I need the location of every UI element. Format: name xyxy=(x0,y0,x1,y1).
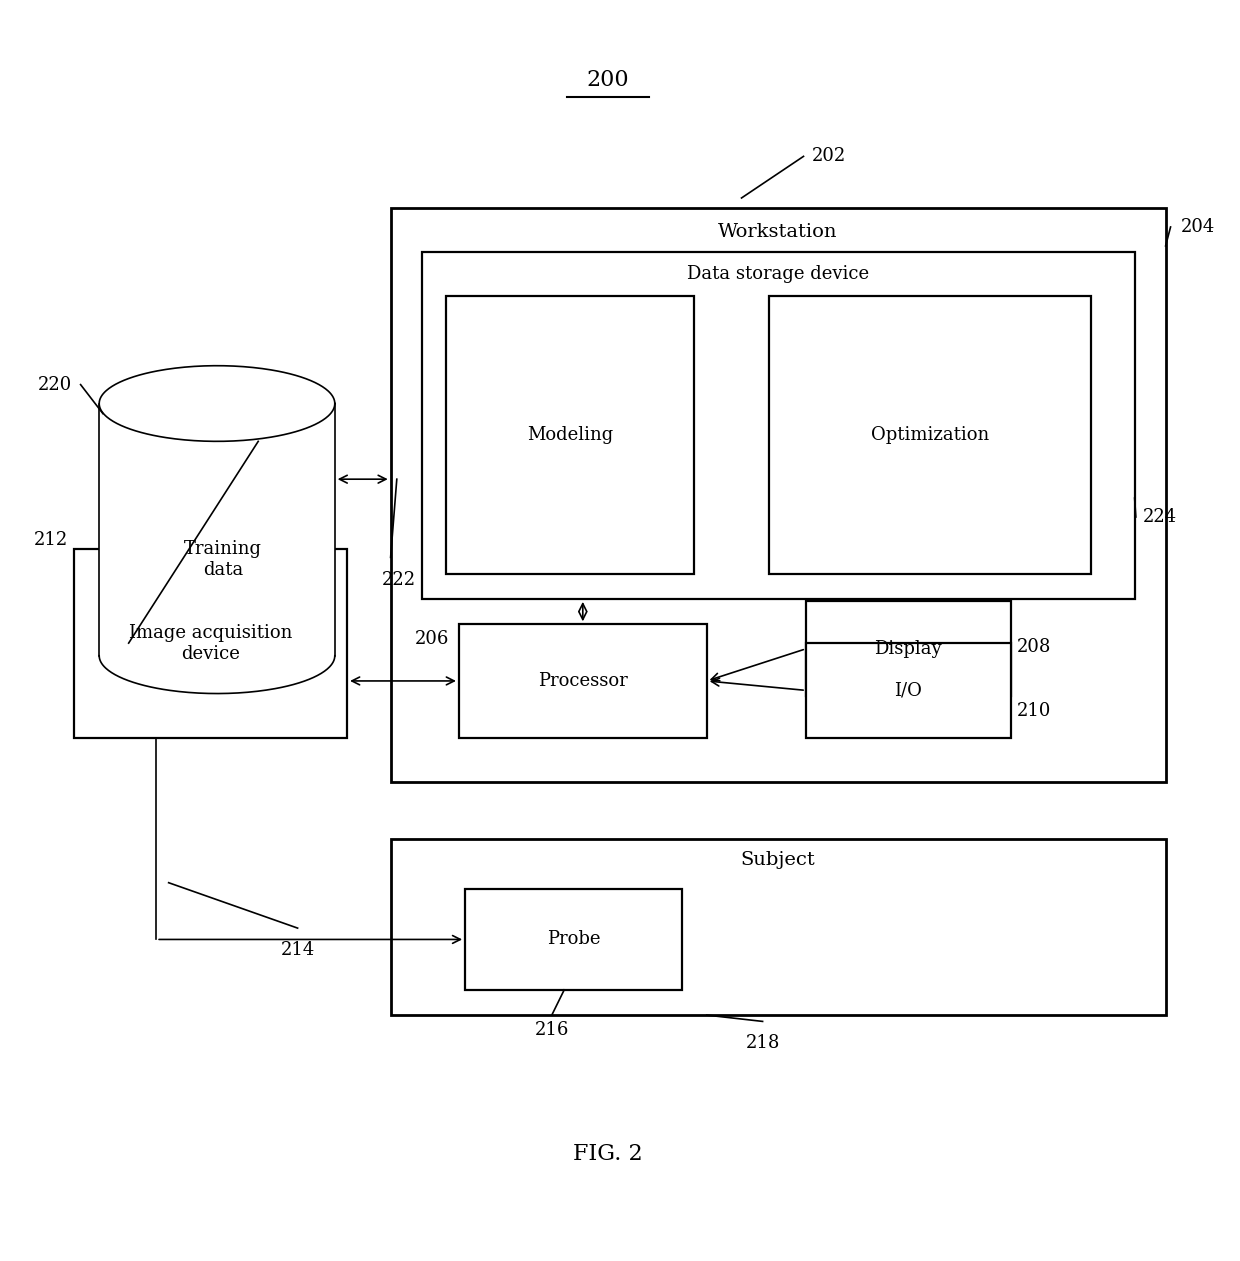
Text: I/O: I/O xyxy=(894,681,923,700)
Text: 208: 208 xyxy=(1017,638,1052,656)
Text: 210: 210 xyxy=(1017,702,1052,720)
Text: Probe: Probe xyxy=(547,931,600,948)
Text: 218: 218 xyxy=(745,1034,780,1052)
Text: 206: 206 xyxy=(414,630,449,648)
Text: 212: 212 xyxy=(33,531,68,549)
Bar xyxy=(422,252,1135,599)
Text: 204: 204 xyxy=(1180,218,1215,236)
Text: Processor: Processor xyxy=(538,672,627,690)
Text: Workstation: Workstation xyxy=(718,223,838,241)
Text: 202: 202 xyxy=(812,148,847,165)
Text: FIG. 2: FIG. 2 xyxy=(573,1142,642,1165)
Text: Subject: Subject xyxy=(740,851,816,869)
Bar xyxy=(769,296,1091,574)
Text: 222: 222 xyxy=(382,571,417,589)
Text: Optimization: Optimization xyxy=(870,426,990,444)
Bar xyxy=(391,839,1166,1015)
Text: 214: 214 xyxy=(280,941,315,958)
Text: 200: 200 xyxy=(587,69,629,91)
Bar xyxy=(806,601,1011,696)
Text: Data storage device: Data storage device xyxy=(687,265,869,282)
Bar xyxy=(806,643,1011,738)
Bar xyxy=(99,404,335,656)
Text: Image acquisition
device: Image acquisition device xyxy=(129,624,293,662)
Text: 224: 224 xyxy=(1143,508,1178,526)
Text: Display: Display xyxy=(874,639,942,658)
Bar xyxy=(459,624,707,738)
Polygon shape xyxy=(99,366,335,441)
Text: 216: 216 xyxy=(534,1021,569,1039)
Bar xyxy=(446,296,694,574)
Bar xyxy=(465,889,682,990)
Bar xyxy=(74,549,347,738)
Text: Modeling: Modeling xyxy=(527,426,614,444)
Text: 220: 220 xyxy=(37,376,72,393)
Text: Training
data: Training data xyxy=(185,541,262,579)
Bar xyxy=(391,208,1166,782)
